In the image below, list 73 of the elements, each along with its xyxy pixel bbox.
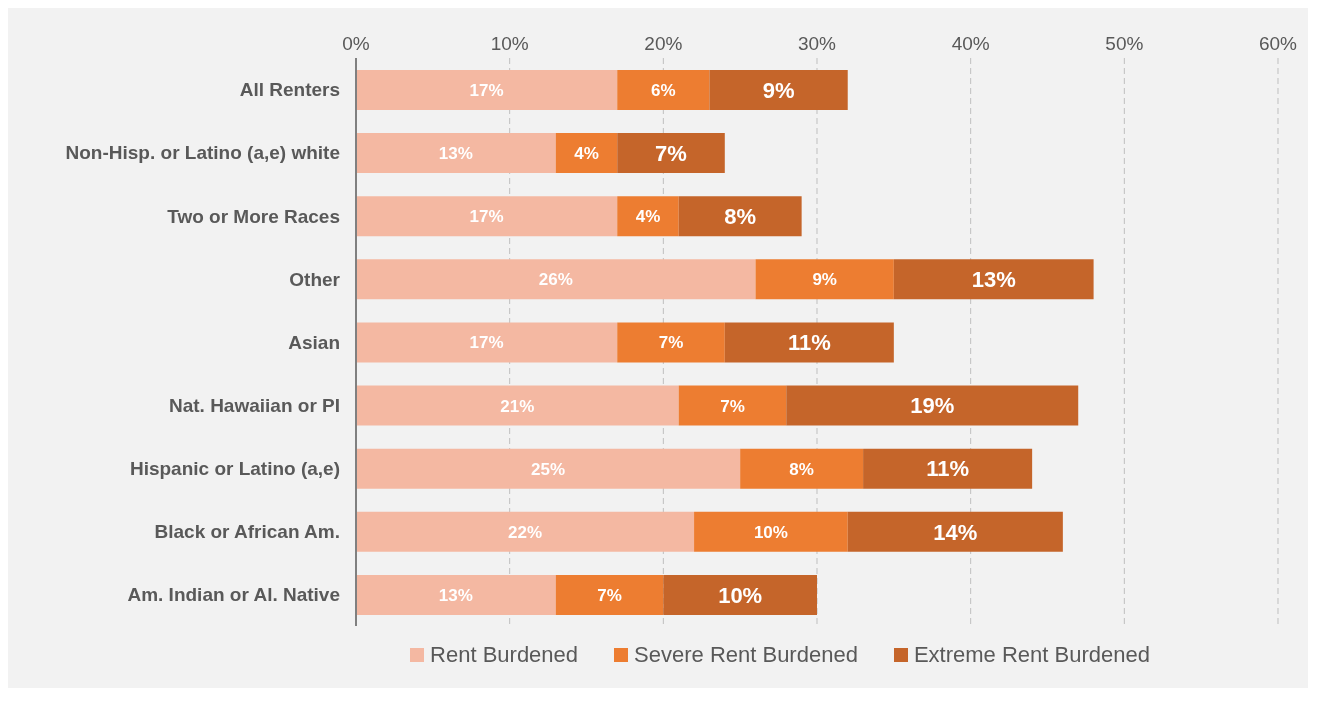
- bar: [863, 448, 1033, 489]
- data-label: 7%: [597, 585, 622, 605]
- data-label: 9%: [812, 270, 837, 290]
- bar: [555, 133, 618, 174]
- x-tick-label: 40%: [951, 33, 990, 54]
- data-label: 7%: [658, 333, 684, 353]
- data-label: 4%: [635, 207, 661, 227]
- data-label: 4%: [574, 144, 599, 164]
- y-tick-label: Am. Indian or Al. Native: [127, 584, 340, 606]
- data-label: 8%: [789, 459, 814, 479]
- legend-label: Rent Burdened: [429, 642, 579, 668]
- data-label: 21%: [500, 396, 535, 416]
- y-tick-label: Nat. Hawaiian or PI: [168, 394, 340, 416]
- data-label: 11%: [787, 330, 831, 356]
- bar: [617, 196, 679, 237]
- data-label: 13%: [971, 267, 1016, 293]
- bar: [678, 196, 802, 237]
- legend-label: Extreme Rent Burdened: [912, 642, 1150, 668]
- bar: [356, 448, 741, 489]
- bar: [555, 574, 664, 615]
- data-label: 8%: [724, 204, 757, 230]
- data-label: 7%: [655, 140, 687, 166]
- data-label: 13%: [438, 144, 473, 164]
- bar: [847, 511, 1063, 552]
- y-tick-label: Black or African Am.: [154, 521, 340, 543]
- data-label: 7%: [720, 396, 745, 416]
- bar: [356, 133, 556, 174]
- data-label: 26%: [538, 270, 573, 290]
- y-tick-label: All Renters: [239, 79, 340, 101]
- bar: [678, 385, 787, 426]
- bar: [356, 574, 556, 615]
- data-label: 17%: [469, 333, 504, 353]
- bar: [356, 70, 618, 110]
- bar: [617, 322, 725, 363]
- x-tick-label: 30%: [797, 33, 837, 54]
- data-label: 11%: [926, 456, 970, 482]
- y-tick-label: Other: [289, 268, 341, 290]
- bar: [356, 259, 756, 300]
- x-tick-label: 20%: [644, 33, 683, 54]
- legend-label: Severe Rent Burdened: [633, 642, 858, 668]
- x-tick-label: 50%: [1105, 33, 1144, 54]
- x-tick-label: 60%: [1258, 33, 1298, 54]
- bar: [694, 511, 848, 552]
- bar: [755, 259, 894, 300]
- data-label: 22%: [508, 522, 543, 542]
- x-tick-label: 0%: [342, 33, 370, 54]
- bar: [617, 133, 725, 174]
- bar: [786, 385, 1079, 426]
- y-tick-label: Non-Hisp. or Latino (a,e) white: [65, 142, 340, 164]
- bar: [740, 448, 864, 489]
- data-label: 6%: [651, 81, 676, 101]
- bar: [617, 70, 710, 110]
- data-label: 25%: [531, 459, 566, 479]
- y-tick-label: Hispanic or Latino (a,e): [129, 457, 340, 479]
- bar: [356, 196, 618, 237]
- bar: [663, 574, 817, 615]
- y-tick-label: Two or More Races: [167, 205, 340, 227]
- bar: [724, 322, 894, 363]
- data-label: 13%: [438, 585, 473, 605]
- bar: [709, 70, 848, 110]
- data-label: 10%: [718, 582, 763, 608]
- x-tick-label: 10%: [490, 33, 529, 54]
- data-label: 17%: [469, 207, 504, 227]
- data-label: 14%: [933, 519, 978, 545]
- bar: [356, 511, 695, 552]
- y-tick-label: Asian: [288, 331, 340, 353]
- data-label: 17%: [469, 81, 504, 101]
- data-label: 10%: [753, 522, 788, 542]
- data-label: 9%: [762, 77, 795, 103]
- bar: [356, 322, 618, 363]
- bar: [893, 259, 1094, 300]
- data-label: 19%: [910, 393, 955, 419]
- bar: [356, 385, 679, 426]
